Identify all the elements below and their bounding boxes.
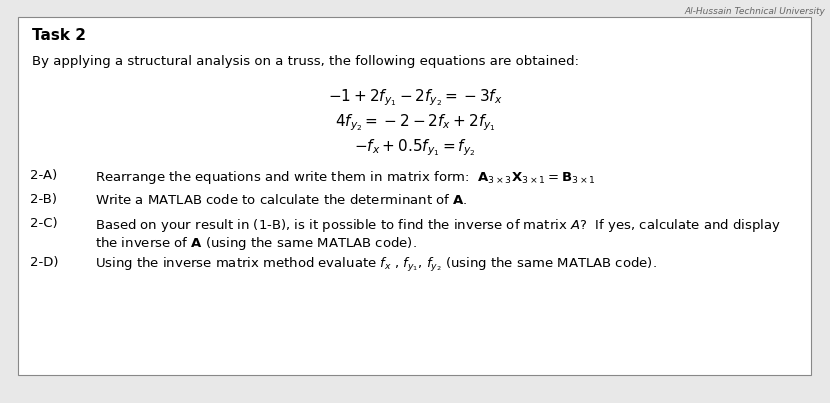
Text: 2-C): 2-C) (30, 217, 57, 230)
Text: Task 2: Task 2 (32, 28, 86, 43)
Text: Al-Hussain Technical University: Al-Hussain Technical University (684, 7, 825, 16)
Text: 2-D): 2-D) (30, 256, 58, 269)
FancyBboxPatch shape (18, 17, 811, 375)
Text: By applying a structural analysis on a truss, the following equations are obtain: By applying a structural analysis on a t… (32, 55, 579, 68)
Text: the inverse of $\mathbf{A}$ (using the same MATLAB code).: the inverse of $\mathbf{A}$ (using the s… (95, 235, 417, 252)
Text: Rearrange the equations and write them in matrix form:  $\mathbf{A}_{3\times3}\m: Rearrange the equations and write them i… (95, 169, 596, 186)
Text: $-f_x + 0.5f_{y_1} = f_{y_2}$: $-f_x + 0.5f_{y_1} = f_{y_2}$ (354, 137, 476, 158)
Text: Using the inverse matrix method evaluate $f_x$ , $f_{y_1}$, $f_{y_2}$ (using the: Using the inverse matrix method evaluate… (95, 256, 657, 274)
Text: Based on your result in (1-B), is it possible to find the inverse of matrix $A$?: Based on your result in (1-B), is it pos… (95, 217, 781, 234)
Text: 2-A): 2-A) (30, 169, 57, 182)
Text: $4f_{y_2} = -2 - 2f_x + 2f_{y_1}$: $4f_{y_2} = -2 - 2f_x + 2f_{y_1}$ (334, 112, 496, 133)
Text: 2-B): 2-B) (30, 193, 57, 206)
Text: $-1 + 2f_{y_1} - 2f_{y_2} = -3f_x$: $-1 + 2f_{y_1} - 2f_{y_2} = -3f_x$ (328, 87, 502, 108)
Text: Write a MATLAB code to calculate the determinant of $\mathbf{A}$.: Write a MATLAB code to calculate the det… (95, 193, 467, 207)
